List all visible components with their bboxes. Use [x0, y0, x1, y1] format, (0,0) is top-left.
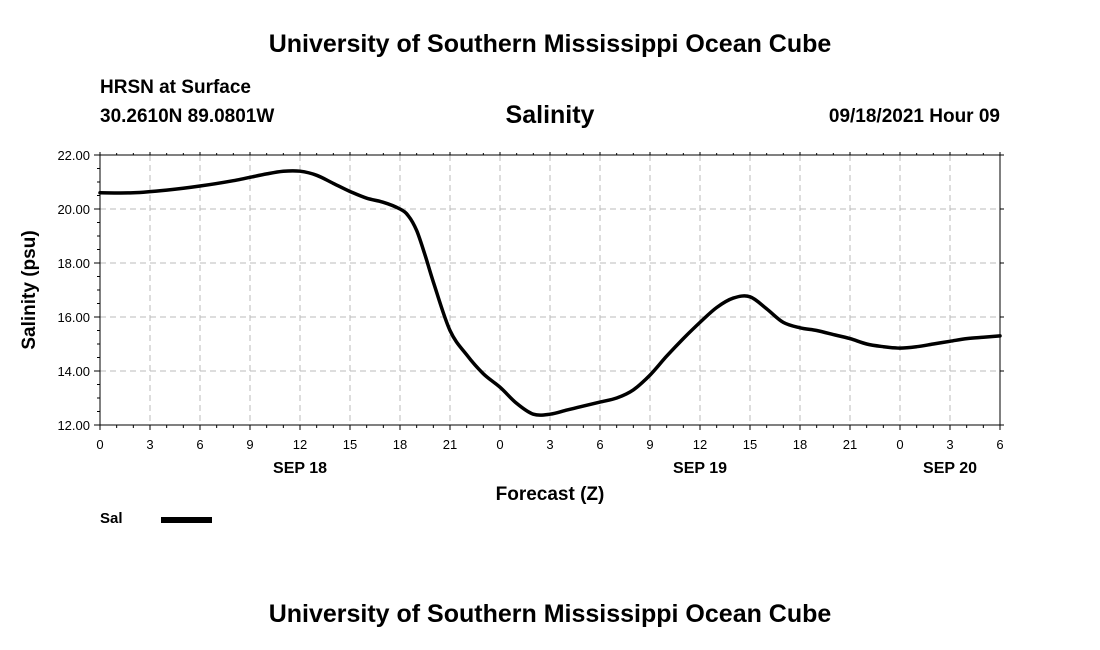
x-tick-label: 12	[293, 437, 307, 452]
x-tick-label: 0	[96, 437, 103, 452]
chart-title: Salinity	[505, 101, 595, 129]
station-label: HRSN at Surface	[100, 77, 251, 98]
plot-frame	[99, 154, 1001, 426]
x-tick-label: 6	[596, 437, 603, 452]
chart-footer-title: University of Southern Mississippi Ocean…	[268, 600, 832, 628]
grid-lines	[100, 155, 1000, 425]
x-tick-label: 18	[793, 437, 807, 452]
y-axis-ticks: 12.00 14.00 16.00 18.00 20.00 22.00	[57, 148, 1004, 433]
x-tick-label: 6	[996, 437, 1003, 452]
forecast-datetime: 09/18/2021 Hour 09	[828, 106, 1000, 127]
x-tick-label: 15	[743, 437, 757, 452]
x-tick-label: 9	[646, 437, 653, 452]
y-axis-label: Salinity (psu)	[19, 230, 40, 349]
x-tick-label: 3	[546, 437, 553, 452]
series-line-sal	[98, 169, 1002, 417]
y-tick-label: 22.00	[57, 148, 90, 163]
chart-header-title: University of Southern Mississippi Ocean…	[268, 30, 832, 58]
y-tick-label: 12.00	[57, 418, 90, 433]
x-tick-label: 6	[196, 437, 203, 452]
x-axis-label: Forecast (Z)	[496, 484, 605, 505]
x-tick-label: 12	[693, 437, 707, 452]
x-tick-label: 15	[343, 437, 357, 452]
x-tick-label: 3	[946, 437, 953, 452]
x-tick-label: 9	[246, 437, 253, 452]
date-label: SEP 19	[673, 460, 727, 477]
x-tick-label: 21	[843, 437, 857, 452]
x-tick-label: 18	[393, 437, 407, 452]
x-axis-ticks: 0 3 6 9 12 15 18 21 0 3 6 9 12 15 18 21 0 3 6	[96, 152, 1004, 452]
legend-label: Sal	[100, 510, 123, 527]
y-tick-label: 14.00	[57, 364, 90, 379]
x-tick-label: 0	[896, 437, 903, 452]
x-tick-label: 0	[496, 437, 503, 452]
y-tick-label: 16.00	[57, 310, 90, 325]
y-tick-label: 20.00	[57, 202, 90, 217]
date-labels: SEP 18 SEP 19 SEP 20	[273, 460, 977, 477]
date-label: SEP 20	[923, 460, 977, 477]
legend-swatch	[161, 517, 212, 523]
x-tick-label: 21	[443, 437, 457, 452]
y-tick-label: 18.00	[57, 256, 90, 271]
coordinates-label: 30.2610N 89.0801W	[100, 106, 275, 127]
x-tick-label: 3	[146, 437, 153, 452]
date-label: SEP 18	[273, 460, 327, 477]
